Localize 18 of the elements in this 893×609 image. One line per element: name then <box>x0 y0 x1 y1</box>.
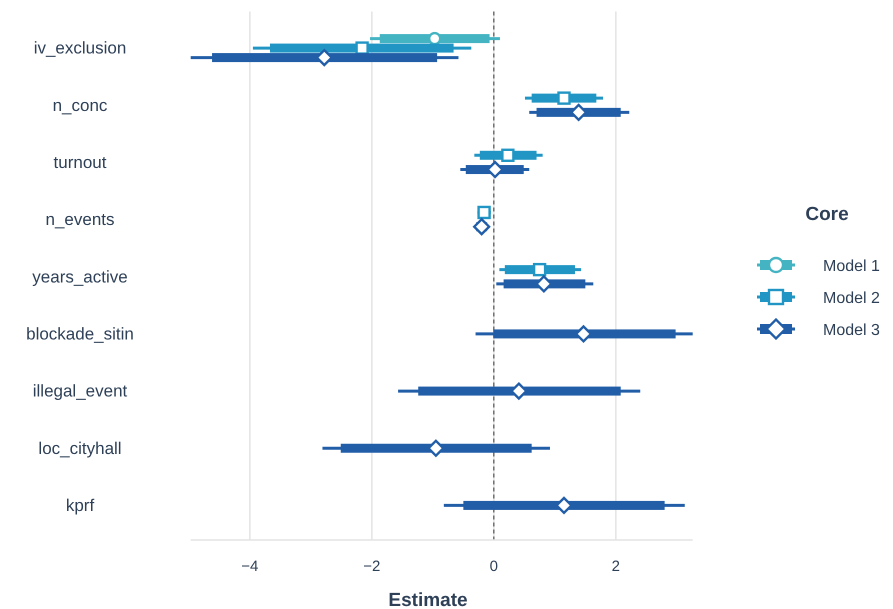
x-tick-label: −2 <box>363 558 380 575</box>
legend-label: Model 3 <box>823 322 880 339</box>
y-tick-label: iv_exclusion <box>34 38 126 58</box>
x-axis-title: Estimate <box>388 590 468 609</box>
legend-label: Model 2 <box>823 290 880 307</box>
legend-label: Model 1 <box>823 258 880 275</box>
legend-title: Core <box>805 204 849 225</box>
y-tick-label: years_active <box>32 267 128 286</box>
x-tick-label: 0 <box>490 558 498 575</box>
y-tick-label: n_conc <box>52 96 108 115</box>
y-tick-label: illegal_event <box>32 382 128 401</box>
y-tick-label: turnout <box>54 152 107 172</box>
y-tick-label: loc_cityhall <box>38 438 122 458</box>
y-tick-label: blockade_sitin <box>26 324 134 344</box>
x-tick-label: −4 <box>241 558 258 575</box>
y-tick-label: n_events <box>46 210 114 230</box>
x-tick-label: 2 <box>612 558 620 575</box>
y-tick-label: kprf <box>66 496 94 515</box>
